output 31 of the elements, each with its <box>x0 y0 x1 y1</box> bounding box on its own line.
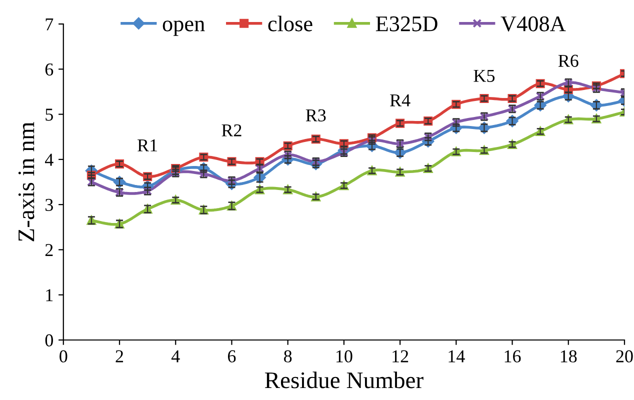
y-tick-label: 1 <box>46 289 53 302</box>
annotation: R3 <box>306 109 326 122</box>
x-tick-label: 12 <box>392 350 408 362</box>
legend-label: V408A <box>500 16 566 32</box>
y-tick-label: 4 <box>45 154 54 166</box>
x-tick-label: 6 <box>228 350 236 362</box>
legend-label: E325D <box>376 16 438 32</box>
x-tick-label: 16 <box>504 350 521 362</box>
x-tick-label: 2 <box>116 350 124 362</box>
x-tick-label: 20 <box>616 350 633 362</box>
annotation: R6 <box>558 54 578 67</box>
x-tick-label: 14 <box>448 350 465 362</box>
y-tick-label: 2 <box>45 244 53 256</box>
annotation: K5 <box>474 70 495 82</box>
y-tick-label: 0 <box>45 334 53 346</box>
y-tick-label: 3 <box>46 198 53 212</box>
x-tick-label: 10 <box>336 350 352 362</box>
annotation: R4 <box>390 94 410 106</box>
y-tick-label: 7 <box>46 18 54 30</box>
y-tick-label: 6 <box>45 63 54 76</box>
legend-label: open <box>162 20 205 36</box>
annotation: R2 <box>222 124 242 136</box>
x-axis-title: Residue Number <box>264 372 424 388</box>
x-tick-label: 0 <box>60 350 68 362</box>
x-tick-label: 8 <box>284 350 292 362</box>
legend-label: close <box>268 16 312 32</box>
x-tick-label: 18 <box>560 350 577 362</box>
y-tick-label: 5 <box>46 108 53 121</box>
y-axis-title: Z-axis in nm <box>18 122 34 242</box>
annotation: R1 <box>138 139 158 152</box>
x-tick-label: 4 <box>171 350 180 362</box>
